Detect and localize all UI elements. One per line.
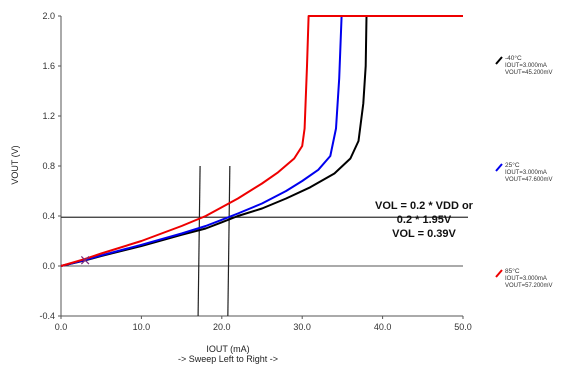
- legend: -40°C IOUT=3.000mA VOUT=45.200mV 25°C IO…: [495, 54, 553, 289]
- iout-reference-line: [197, 165, 201, 317]
- x-tick-label: 0.0: [55, 322, 68, 332]
- legend-entry-85: 85°C IOUT=3.000mA VOUT=57.200mV: [495, 267, 553, 289]
- x-tick-label: 50.0: [454, 322, 472, 332]
- x-tick-label: 40.0: [374, 322, 392, 332]
- x-axis-subtitle: -> Sweep Left to Right ->: [178, 354, 278, 364]
- legend-swatch-85: [495, 269, 503, 278]
- legend-swatch-minus40: [495, 56, 503, 65]
- legend-label-25: 25°C: [505, 161, 520, 169]
- legend-label-85: 85°C: [505, 267, 520, 275]
- legend-label-minus40: -40°C: [505, 54, 522, 62]
- x-axis-title: IOUT (mA): [206, 344, 249, 354]
- legend-detail-minus40-iout: IOUT=3.000mA: [505, 63, 547, 69]
- legend-detail-85-iout: IOUT=3.000mA: [505, 276, 547, 282]
- y-tick-label: 1.6: [42, 61, 55, 71]
- legend-detail-minus40-vout: VOUT=45.200mV: [505, 70, 553, 76]
- tick-labels: -0.40.00.40.81.21.62.00.0 10.0 20.0 30.0 40.…: [39, 11, 471, 332]
- y-tick-label: 0.8: [42, 161, 55, 171]
- legend-detail-25-vout: VOUT=47.600mV: [505, 177, 553, 183]
- cursor-marker: ×: [79, 251, 92, 269]
- y-tick-label: 2.0: [42, 11, 55, 21]
- y-tick-label: 0.0: [42, 261, 55, 271]
- x-tick-label: 10.0: [133, 322, 151, 332]
- annotation-line-3: VOL = 0.39V: [392, 228, 456, 240]
- vol-annotation: VOL = 0.2 * VDD or 0.2 * 1.95V VOL = 0.3…: [375, 200, 474, 240]
- x-tick-label: 20.0: [213, 322, 231, 332]
- y-axis-title: VOUT (V): [10, 145, 20, 184]
- y-tick-label: 0.4: [42, 211, 55, 221]
- series-line-2: [60, 15, 463, 267]
- plot-area: ×: [58, 15, 468, 319]
- legend-entry-25: 25°C IOUT=3.000mA VOUT=47.600mV: [495, 161, 553, 183]
- legend-swatch-25: [495, 163, 503, 172]
- legend-detail-85-vout: VOUT=57.200mV: [505, 283, 553, 289]
- annotation-line-2: 0.2 * 1.95V: [397, 214, 452, 226]
- series-line-1: [60, 15, 343, 267]
- legend-detail-25-iout: IOUT=3.000mA: [505, 170, 547, 176]
- x-tick-label: 30.0: [293, 322, 311, 332]
- y-tick-label: -0.4: [39, 311, 55, 321]
- annotation-line-1: VOL = 0.2 * VDD or: [375, 200, 474, 212]
- y-tick-label: 1.2: [42, 111, 55, 121]
- iout-reference-line: [227, 165, 231, 317]
- legend-entry-minus40: -40°C IOUT=3.000mA VOUT=45.200mV: [495, 54, 553, 76]
